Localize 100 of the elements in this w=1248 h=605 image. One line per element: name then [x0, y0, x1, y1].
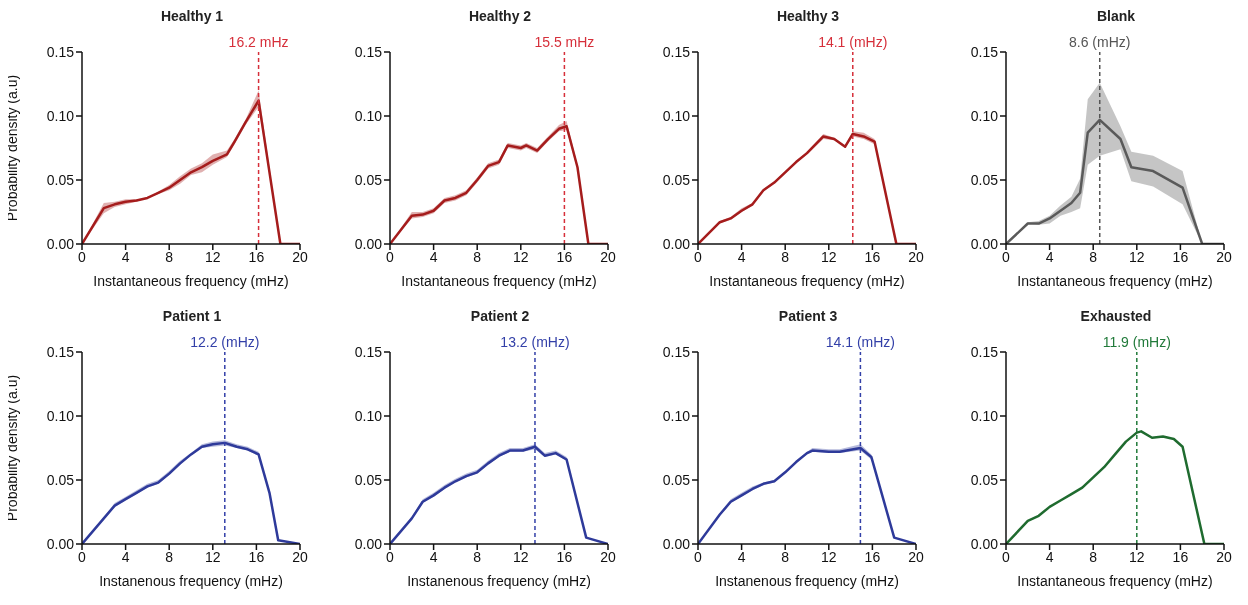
x-tick-label: 16 [248, 248, 265, 265]
y-tick-label: 0.10 [354, 107, 383, 124]
chart-title: Patient 3 [777, 308, 839, 326]
y-tick-label: 0.15 [970, 343, 999, 360]
chart-title: Patient 1 [161, 308, 223, 326]
ref-line-label: 12.2 (mHz) [190, 334, 260, 350]
x-tick-label: 0 [386, 548, 395, 565]
x-axis-title: Instantaneous frequency (mHz) [1017, 273, 1213, 289]
x-tick-label: 12 [1129, 248, 1145, 265]
x-tick-label: 12 [513, 248, 529, 265]
x-tick-label: 0 [78, 548, 87, 565]
chart-title: Patient 2 [469, 308, 531, 326]
ref-line-label: 14.1 (mHz) [825, 334, 896, 350]
x-tick-label: 12 [205, 548, 221, 565]
chart-title: Healthy 3 [775, 8, 841, 26]
x-tick-label: 16 [556, 248, 573, 265]
x-tick-label: 8 [165, 248, 174, 265]
y-tick-label: 0.15 [46, 343, 75, 360]
ref-line-label: 8.6 (mHz) [1069, 34, 1131, 50]
y-tick-label: 0.00 [662, 535, 691, 552]
x-tick-label: 0 [386, 248, 395, 265]
x-tick-label: 16 [864, 548, 881, 565]
x-tick-label: 20 [600, 548, 616, 565]
y-tick-label: 0.10 [354, 407, 383, 424]
y-tick-label: 0.05 [662, 171, 691, 188]
x-tick-label: 20 [908, 548, 924, 565]
x-tick-label: 8 [473, 548, 482, 565]
y-tick-label: 0.10 [46, 407, 75, 424]
x-tick-label: 20 [292, 248, 308, 265]
chart-title: Exhausted [1079, 308, 1153, 326]
chart-title: Healthy 1 [159, 8, 225, 26]
x-tick-label: 0 [1002, 548, 1011, 565]
x-tick-label: 8 [473, 248, 482, 265]
x-tick-label: 12 [513, 548, 529, 565]
x-tick-label: 0 [78, 248, 87, 265]
x-axis-title: Instanenous frequency (mHz) [99, 573, 283, 589]
y-tick-label: 0.15 [662, 43, 691, 60]
x-tick-label: 4 [1045, 248, 1054, 265]
x-tick-label: 8 [781, 248, 790, 265]
y-tick-label: 0.15 [46, 43, 75, 60]
ref-line-label: 14.1 (mHz) [818, 34, 888, 50]
y-tick-label: 0.05 [662, 471, 691, 488]
x-tick-label: 20 [292, 548, 308, 565]
chart-title: Healthy 2 [467, 8, 533, 26]
y-tick-label: 0.00 [46, 235, 75, 252]
x-axis-title: Instantaneous frequency (mHz) [1017, 573, 1213, 589]
x-tick-label: 4 [737, 548, 746, 565]
y-tick-label: 0.00 [354, 235, 383, 252]
y-tick-label: 0.10 [970, 107, 999, 124]
y-tick-label: 0.00 [46, 535, 75, 552]
x-axis-title: Instantaneous frequency (mHz) [709, 273, 905, 289]
x-tick-label: 4 [429, 248, 438, 265]
y-tick-label: 0.15 [354, 343, 383, 360]
y-tick-label: 0.10 [970, 407, 999, 424]
x-tick-label: 8 [1089, 248, 1098, 265]
ref-line-label: 16.2 mHz [228, 34, 289, 50]
y-tick-label: 0.00 [970, 535, 999, 552]
x-tick-label: 16 [1172, 548, 1189, 565]
x-tick-label: 20 [908, 248, 924, 265]
ref-line-label: 11.9 (mHz) [1102, 334, 1171, 350]
x-tick-label: 0 [694, 548, 703, 565]
y-tick-label: 0.05 [354, 471, 383, 488]
y-tick-label: 0.05 [46, 471, 75, 488]
x-tick-label: 4 [121, 548, 130, 565]
x-axis-title: Instantaneous frequency (mHz) [93, 273, 289, 289]
y-tick-label: 0.00 [662, 235, 691, 252]
x-tick-label: 20 [1216, 248, 1232, 265]
x-tick-label: 8 [165, 548, 174, 565]
x-tick-label: 16 [556, 548, 573, 565]
y-tick-label: 0.00 [354, 535, 383, 552]
x-tick-label: 8 [1089, 548, 1098, 565]
x-axis-title: Instanenous frequency (mHz) [715, 573, 899, 589]
x-tick-label: 12 [205, 248, 221, 265]
ref-line-label: 15.5 mHz [534, 34, 595, 50]
ref-line-label: 13.2 (mHz) [500, 334, 570, 350]
x-tick-label: 12 [821, 248, 837, 265]
y-tick-label: 0.05 [970, 171, 999, 188]
x-tick-label: 12 [821, 548, 837, 565]
x-tick-label: 4 [429, 548, 438, 565]
x-tick-label: 20 [1216, 548, 1232, 565]
y-tick-label: 0.00 [970, 235, 999, 252]
y-tick-label: 0.15 [662, 343, 691, 360]
x-tick-label: 16 [248, 548, 265, 565]
x-tick-label: 16 [864, 248, 881, 265]
x-tick-label: 0 [694, 248, 703, 265]
y-tick-label: 0.10 [662, 407, 691, 424]
x-axis-title: Instanenous frequency (mHz) [407, 573, 591, 589]
chart-title: Blank [1095, 8, 1137, 26]
x-tick-label: 12 [1129, 548, 1145, 565]
x-tick-label: 8 [781, 548, 790, 565]
y-tick-label: 0.05 [354, 171, 383, 188]
x-tick-label: 16 [1172, 248, 1189, 265]
x-tick-label: 4 [1045, 548, 1054, 565]
y-tick-label: 0.10 [46, 107, 75, 124]
x-tick-label: 0 [1002, 248, 1011, 265]
x-tick-label: 4 [737, 248, 746, 265]
y-tick-label: 0.05 [970, 471, 999, 488]
y-tick-label: 0.05 [46, 171, 75, 188]
y-tick-label: 0.10 [662, 107, 691, 124]
y-tick-label: 0.15 [970, 43, 999, 60]
